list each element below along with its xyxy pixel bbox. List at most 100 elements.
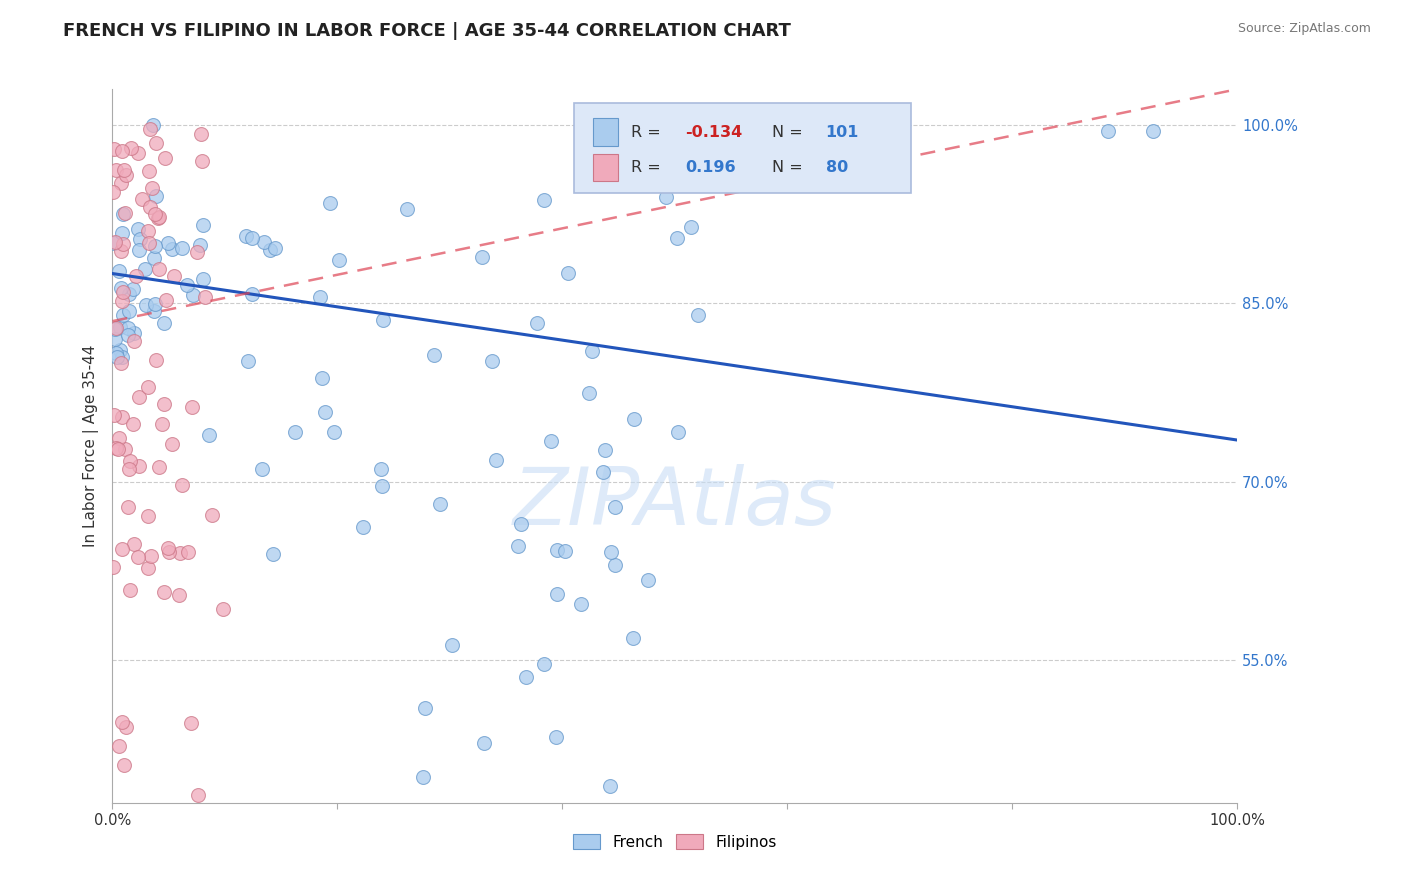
Point [103, 142, 125, 156]
Point [191, 272, 214, 286]
Point [668, 425, 690, 439]
Point [143, 238, 166, 252]
Point [153, 585, 176, 599]
Point [128, 243, 150, 257]
Point [125, 268, 148, 283]
Text: FRENCH VS FILIPINO IN LABOR FORCE | AGE 35-44 CORRELATION CHART: FRENCH VS FILIPINO IN LABOR FORCE | AGE … [63, 22, 792, 40]
Point [145, 353, 167, 368]
Point [259, 243, 281, 257]
Point [127, 550, 149, 565]
Point [240, 286, 263, 301]
Point [546, 542, 568, 557]
Point [156, 236, 179, 251]
Point [177, 544, 200, 558]
Point [122, 334, 145, 348]
Point [111, 409, 134, 424]
Point [128, 390, 150, 404]
Point [506, 539, 529, 553]
Text: R =: R = [631, 161, 666, 175]
Point [441, 638, 464, 652]
Bar [593, 154, 617, 181]
Point [169, 546, 191, 560]
Point [235, 228, 257, 243]
Point [110, 350, 132, 364]
Point [112, 236, 135, 251]
Point [103, 235, 125, 250]
Point [370, 462, 392, 476]
Point [108, 739, 131, 754]
Text: R =: R = [631, 125, 666, 139]
Point [309, 290, 332, 304]
Point [554, 544, 576, 558]
Point [104, 322, 127, 336]
Point [111, 294, 134, 309]
Point [593, 442, 616, 457]
Point [142, 251, 165, 265]
Point [103, 409, 125, 423]
Text: 101: 101 [825, 125, 859, 139]
Legend: French, Filipinos: French, Filipinos [567, 828, 783, 855]
Point [328, 253, 350, 268]
Point [138, 201, 160, 215]
Point [323, 425, 346, 439]
Point [139, 549, 162, 563]
Point [110, 281, 132, 295]
Point [114, 206, 136, 220]
Point [592, 465, 614, 479]
Point [155, 293, 177, 307]
Point [621, 632, 644, 646]
Point [180, 401, 202, 415]
Point [153, 151, 176, 165]
Point [110, 356, 132, 370]
Point [510, 517, 533, 532]
Point [122, 537, 145, 551]
Text: Source: ZipAtlas.com: Source: ZipAtlas.com [1237, 22, 1371, 36]
Point [122, 417, 145, 431]
Point [122, 326, 145, 341]
Point [319, 196, 342, 211]
Point [526, 316, 548, 330]
Point [105, 320, 128, 334]
Point [105, 162, 128, 177]
Point [252, 462, 274, 476]
Point [138, 236, 160, 251]
Point [128, 459, 150, 474]
Point [122, 282, 145, 296]
Point [557, 266, 579, 280]
Point [120, 141, 142, 155]
Point [600, 545, 623, 559]
Point [101, 559, 124, 574]
Point [150, 417, 173, 432]
Point [117, 462, 139, 476]
Point [201, 508, 224, 523]
Point [637, 573, 659, 587]
Point [429, 497, 451, 511]
Point [138, 224, 160, 238]
Point [108, 264, 131, 278]
Point [193, 218, 215, 232]
Point [546, 587, 568, 601]
Point [187, 788, 209, 802]
Point [108, 320, 131, 334]
Point [148, 262, 170, 277]
Bar [593, 119, 617, 145]
Point [141, 181, 163, 195]
Point [138, 164, 160, 178]
Point [104, 332, 127, 346]
Point [111, 715, 134, 730]
Point [112, 308, 135, 322]
Point [194, 290, 217, 304]
Point [236, 353, 259, 368]
Point [145, 136, 167, 151]
Point [135, 298, 157, 312]
Point [212, 602, 235, 616]
Point [148, 210, 170, 224]
Point [180, 716, 202, 731]
Point [623, 412, 645, 426]
Point [111, 207, 134, 221]
Point [655, 190, 678, 204]
Point [686, 308, 709, 322]
Point [578, 385, 600, 400]
Point [112, 757, 135, 772]
Point [471, 250, 494, 264]
